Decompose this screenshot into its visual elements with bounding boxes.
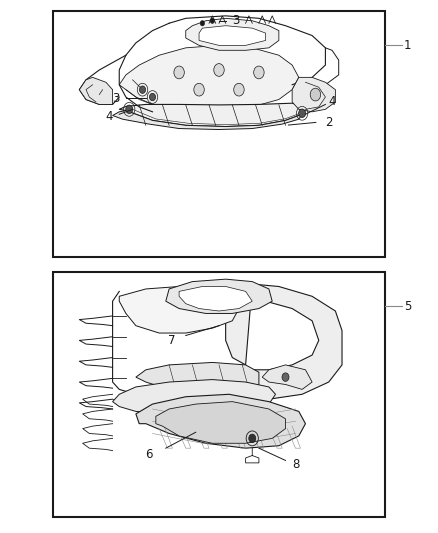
Text: 4: 4	[329, 95, 336, 108]
Circle shape	[174, 66, 184, 79]
Text: 1: 1	[404, 39, 411, 52]
Circle shape	[249, 434, 256, 442]
Polygon shape	[119, 45, 299, 109]
Polygon shape	[79, 77, 113, 104]
Circle shape	[149, 93, 155, 101]
Circle shape	[234, 83, 244, 96]
Text: 8: 8	[292, 458, 300, 471]
Polygon shape	[226, 284, 342, 399]
Circle shape	[214, 63, 224, 76]
Polygon shape	[113, 110, 302, 130]
Text: 5: 5	[404, 300, 411, 312]
Circle shape	[200, 21, 205, 26]
Polygon shape	[186, 18, 279, 50]
Polygon shape	[199, 26, 265, 45]
Polygon shape	[119, 287, 239, 333]
Circle shape	[194, 83, 204, 96]
Polygon shape	[262, 365, 312, 390]
Text: 6: 6	[145, 448, 152, 461]
Polygon shape	[179, 287, 252, 311]
Polygon shape	[156, 402, 286, 443]
Polygon shape	[166, 279, 272, 313]
Polygon shape	[136, 394, 305, 448]
Text: 7: 7	[168, 334, 176, 347]
Polygon shape	[136, 362, 259, 394]
Circle shape	[310, 88, 321, 101]
Text: 3: 3	[112, 92, 119, 105]
Text: 4: 4	[105, 110, 113, 123]
Polygon shape	[292, 77, 336, 112]
Bar	[53, 272, 385, 517]
Polygon shape	[119, 103, 305, 126]
Circle shape	[139, 86, 145, 93]
Circle shape	[282, 373, 289, 382]
Text: 3: 3	[232, 14, 240, 27]
Polygon shape	[113, 379, 276, 414]
Bar	[53, 11, 385, 257]
Circle shape	[210, 18, 215, 23]
Text: 2: 2	[325, 116, 333, 128]
Circle shape	[299, 109, 306, 117]
Circle shape	[254, 66, 264, 79]
Circle shape	[126, 105, 133, 114]
